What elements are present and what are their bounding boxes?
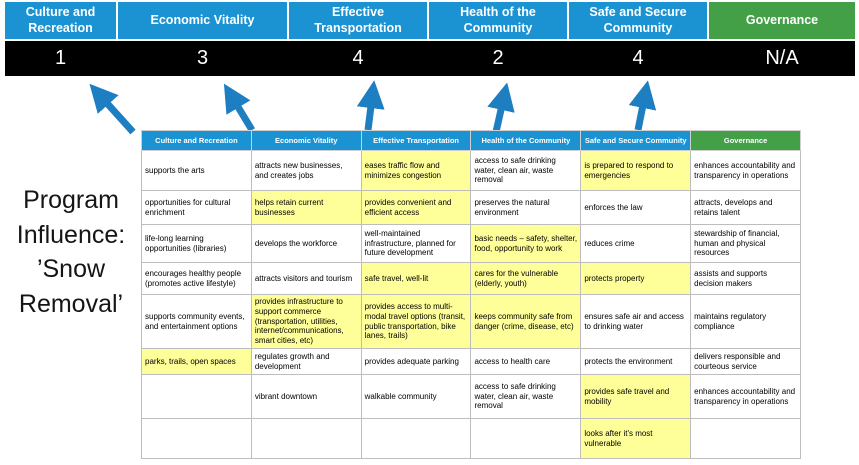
matrix-cell: attracts visitors and tourism — [250, 262, 362, 295]
matrix-header-economic-vitality: Economic Vitality — [250, 130, 362, 151]
arrow-icon — [223, 83, 255, 132]
matrix-cell-highlighted: provides access to multi-modal travel op… — [360, 294, 472, 349]
matrix-cell: opportunities for cultural enrichment — [141, 190, 252, 225]
matrix-cell: enforces the law — [580, 190, 692, 225]
matrix-header-row: Culture and Recreation Economic Vitality… — [141, 130, 801, 151]
matrix-cell: access to health care — [470, 348, 582, 375]
matrix-cell-highlighted: basic needs – safety, shelter, food, opp… — [470, 224, 582, 263]
banner-effective-transportation: Effective Transportation — [289, 2, 427, 39]
score-effective-transportation: 4 — [352, 47, 364, 69]
matrix-cell — [690, 418, 801, 459]
matrix-cell-highlighted: provides convenient and efficient access — [360, 190, 472, 225]
matrix-header-effective-transportation: Effective Transportation — [360, 130, 472, 151]
matrix-header-health-community: Health of the Community — [470, 130, 582, 151]
score-band: 1 3 4 2 4 N/A — [5, 41, 855, 76]
matrix-header-safe-secure-community: Safe and Secure Community — [580, 130, 692, 151]
matrix-cell: provides adequate parking — [360, 348, 472, 375]
table-row: parks, trails, open spaces regulates grow… — [141, 348, 801, 375]
matrix-cell: enhances accountability and transparency… — [690, 150, 801, 191]
matrix-cell: assists and supports decision makers — [690, 262, 801, 295]
matrix-cell: vibrant downtown — [250, 374, 362, 419]
matrix-header-governance: Governance — [690, 130, 801, 151]
matrix-header-culture-recreation: Culture and Recreation — [141, 130, 252, 151]
influence-matrix: Culture and Recreation Economic Vitality… — [141, 130, 801, 459]
program-influence-label: Program Influence: ’Snow Removal’ — [16, 186, 126, 318]
priority-banner: Culture and Recreation Economic Vitality… — [5, 2, 855, 39]
matrix-cell-highlighted: safe travel, well-lit — [360, 262, 472, 295]
matrix-cell-highlighted: eases traffic flow and minimizes congest… — [360, 150, 472, 191]
matrix-cell: maintains regulatory compliance — [690, 294, 801, 349]
arrow-icon — [356, 80, 385, 131]
influence-arrows — [89, 80, 657, 135]
table-row: opportunities for cultural enrichment hel… — [141, 190, 801, 225]
score-safe-secure-community: 4 — [632, 47, 644, 69]
matrix-cell-highlighted: provides infrastructure to support comme… — [250, 294, 362, 349]
matrix-cell: supports community events, and entertain… — [141, 294, 252, 349]
matrix-cell — [470, 418, 582, 459]
table-row: supports community events, and entertain… — [141, 294, 801, 349]
matrix-body: supports the arts attracts new businesses… — [141, 150, 801, 459]
matrix-cell: attracts, develops and retains talent — [690, 190, 801, 225]
table-row: supports the arts attracts new businesses… — [141, 150, 801, 191]
banner-health-community: Health of the Community — [429, 2, 567, 39]
matrix-cell — [141, 418, 252, 459]
matrix-cell-highlighted: is prepared to respond to emergencies — [580, 150, 692, 191]
banner-safe-secure-community: Safe and Secure Community — [569, 2, 707, 39]
arrow-icon — [628, 80, 657, 131]
matrix-cell: life-long learning opportunities (librar… — [141, 224, 252, 263]
table-row: life-long learning opportunities (librar… — [141, 224, 801, 263]
matrix-cell: attracts new businesses, and creates job… — [250, 150, 362, 191]
table-row: vibrant downtown walkable community access… — [141, 374, 801, 419]
matrix-cell-highlighted: cares for the vulnerable (elderly, youth… — [470, 262, 582, 295]
matrix-cell: encourages healthy people (promotes acti… — [141, 262, 252, 295]
score-governance: N/A — [765, 47, 799, 69]
score-health-community: 2 — [492, 47, 504, 69]
matrix-cell: regulates growth and development — [250, 348, 362, 375]
matrix-cell: ensures safe air and access to drinking … — [580, 294, 692, 349]
matrix-cell: reduces crime — [580, 224, 692, 263]
table-row: looks after it's most vulnerable — [141, 418, 801, 459]
matrix-cell-highlighted: looks after it's most vulnerable — [580, 418, 692, 459]
matrix-cell: develops the workforce — [250, 224, 362, 263]
matrix-cell-highlighted: parks, trails, open spaces — [141, 348, 252, 375]
matrix-cell: access to safe drinking water, clean air… — [470, 374, 582, 419]
matrix-cell: delivers responsible and courteous servi… — [690, 348, 801, 375]
matrix-cell: protects the environment — [580, 348, 692, 375]
matrix-cell-highlighted: helps retain current businesses — [250, 190, 362, 225]
arrow-icon — [89, 83, 136, 135]
matrix-cell-highlighted: protects property — [580, 262, 692, 295]
matrix-cell — [360, 418, 472, 459]
score-economic-vitality: 3 — [196, 47, 209, 69]
matrix-cell — [141, 374, 252, 419]
matrix-cell: well-maintained infrastructure, planned … — [360, 224, 472, 263]
matrix-cell — [250, 418, 362, 459]
arrow-icon — [487, 82, 515, 133]
banner-culture-recreation: Culture and Recreation — [5, 2, 116, 39]
matrix-cell: supports the arts — [141, 150, 252, 191]
banner-economic-vitality: Economic Vitality — [118, 2, 287, 39]
matrix-cell-highlighted: keeps community safe from danger (crime,… — [470, 294, 582, 349]
matrix-cell: enhances accountability and transparency… — [690, 374, 801, 419]
score-culture-recreation: 1 — [54, 47, 67, 69]
matrix-cell-highlighted: provides safe travel and mobility — [580, 374, 692, 419]
table-row: encourages healthy people (promotes acti… — [141, 262, 801, 295]
matrix-cell: walkable community — [360, 374, 472, 419]
matrix-cell: preserves the natural environment — [470, 190, 582, 225]
banner-governance: Governance — [709, 2, 855, 39]
matrix-cell: access to safe drinking water, clean air… — [470, 150, 582, 191]
matrix-cell: stewardship of financial, human and phys… — [690, 224, 801, 263]
